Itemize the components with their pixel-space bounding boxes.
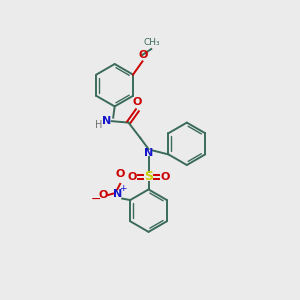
Text: O: O [160, 172, 170, 182]
Text: O: O [116, 169, 125, 178]
Text: N: N [112, 189, 122, 199]
Text: H: H [95, 120, 102, 130]
Text: CH₃: CH₃ [143, 38, 160, 47]
Text: O: O [127, 172, 136, 182]
Text: −: − [91, 193, 102, 206]
Text: O: O [133, 97, 142, 107]
Text: N: N [144, 148, 153, 158]
Text: O: O [98, 190, 107, 200]
Text: N: N [102, 116, 111, 126]
Text: +: + [119, 184, 127, 193]
Text: O: O [138, 50, 147, 60]
Text: S: S [144, 170, 153, 183]
